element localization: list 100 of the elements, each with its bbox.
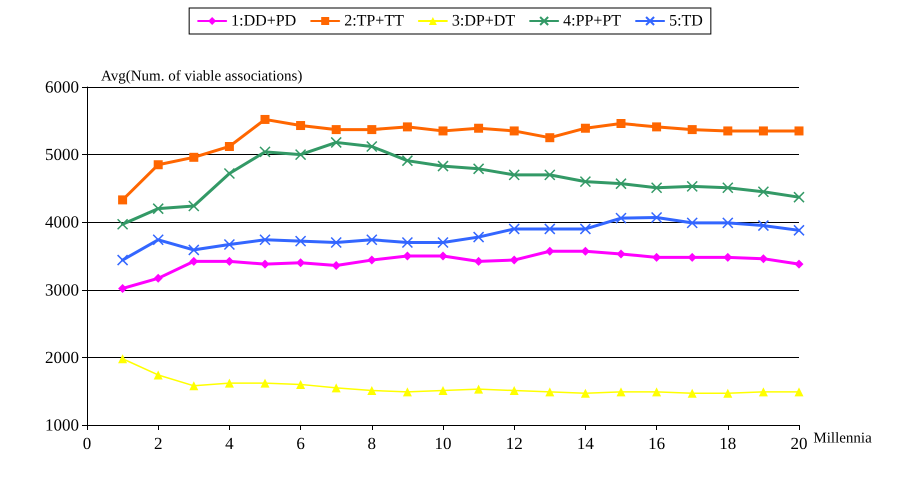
point [189, 381, 198, 390]
point [259, 234, 271, 246]
point [367, 386, 376, 396]
point [650, 182, 662, 194]
point [580, 176, 592, 188]
point [296, 380, 306, 389]
point [472, 163, 484, 175]
point [652, 122, 662, 132]
y-tick-label: 6000 [45, 78, 79, 96]
point [688, 388, 697, 398]
point [366, 140, 378, 152]
point [118, 284, 128, 293]
point [652, 387, 662, 396]
x-tick-label: 6 [296, 434, 305, 453]
point [758, 220, 770, 232]
point [332, 260, 341, 270]
legend-label: 2:TP+TT [344, 12, 404, 30]
y-tick-label: 1000 [45, 416, 79, 434]
point [794, 387, 804, 396]
point [510, 256, 519, 265]
point [722, 217, 734, 229]
point [758, 126, 768, 136]
point [260, 260, 270, 269]
point [545, 133, 554, 142]
point [188, 200, 200, 212]
legend-label: 3:DP+DT [452, 12, 516, 30]
point [367, 125, 376, 134]
x-tick-label: 16 [648, 434, 666, 453]
point [794, 260, 804, 269]
x-tick-label: 2 [154, 434, 162, 453]
y-axis-title: Avg(Num. of viable associations) [101, 68, 302, 84]
point [437, 236, 449, 248]
point [616, 249, 626, 258]
point [615, 212, 627, 224]
y-tick-label: 3000 [45, 280, 79, 300]
point [116, 218, 128, 230]
x-tick-label: 14 [576, 434, 594, 453]
point [260, 378, 270, 388]
point [330, 136, 342, 148]
y-tick-label: 2000 [45, 348, 79, 367]
point [294, 235, 306, 247]
point [118, 354, 128, 364]
point [474, 384, 484, 394]
point [224, 142, 234, 151]
point [686, 217, 698, 229]
point [723, 126, 732, 136]
point [758, 387, 768, 396]
point [544, 169, 556, 181]
point [544, 223, 556, 235]
point [545, 387, 554, 396]
point [224, 378, 234, 388]
point [686, 180, 698, 192]
point [330, 236, 342, 248]
point [793, 191, 805, 203]
point [472, 231, 484, 243]
point [366, 234, 378, 246]
point [438, 126, 448, 136]
point [508, 223, 520, 235]
y-tick-label: 4000 [45, 212, 79, 232]
point [510, 126, 519, 136]
x-tick-label: 4 [225, 434, 234, 453]
point [224, 238, 236, 250]
point [580, 223, 592, 235]
point [189, 152, 198, 162]
x-tick-label: 18 [719, 434, 736, 453]
point [332, 383, 341, 392]
point [580, 124, 590, 133]
point [154, 160, 163, 170]
legend-label: 5:TD [669, 12, 703, 30]
point [616, 119, 626, 128]
point [650, 212, 662, 224]
legend-label: 4:PP+PT [563, 12, 622, 30]
point [794, 126, 804, 136]
point [402, 122, 412, 132]
point [688, 125, 697, 134]
point [508, 169, 520, 181]
point [438, 386, 448, 396]
point [154, 274, 163, 283]
point [116, 254, 128, 266]
point [402, 236, 414, 248]
point [188, 244, 200, 256]
point [224, 168, 236, 180]
point [722, 182, 734, 194]
point [296, 121, 306, 130]
y-tick-label: 5000 [45, 145, 79, 164]
point [152, 202, 164, 214]
x-tick-label: 20 [790, 434, 808, 453]
x-axis-title: Millennia [813, 430, 872, 446]
point [118, 195, 128, 204]
point [615, 178, 627, 190]
point [152, 234, 164, 246]
x-tick-label: 8 [368, 434, 376, 453]
point [332, 125, 341, 134]
point [259, 146, 271, 158]
legend-label: 1:DD+PD [231, 12, 296, 30]
point [793, 224, 805, 236]
point [367, 256, 376, 265]
point [580, 388, 590, 398]
point [402, 154, 414, 166]
x-tick-label: 0 [82, 434, 92, 453]
